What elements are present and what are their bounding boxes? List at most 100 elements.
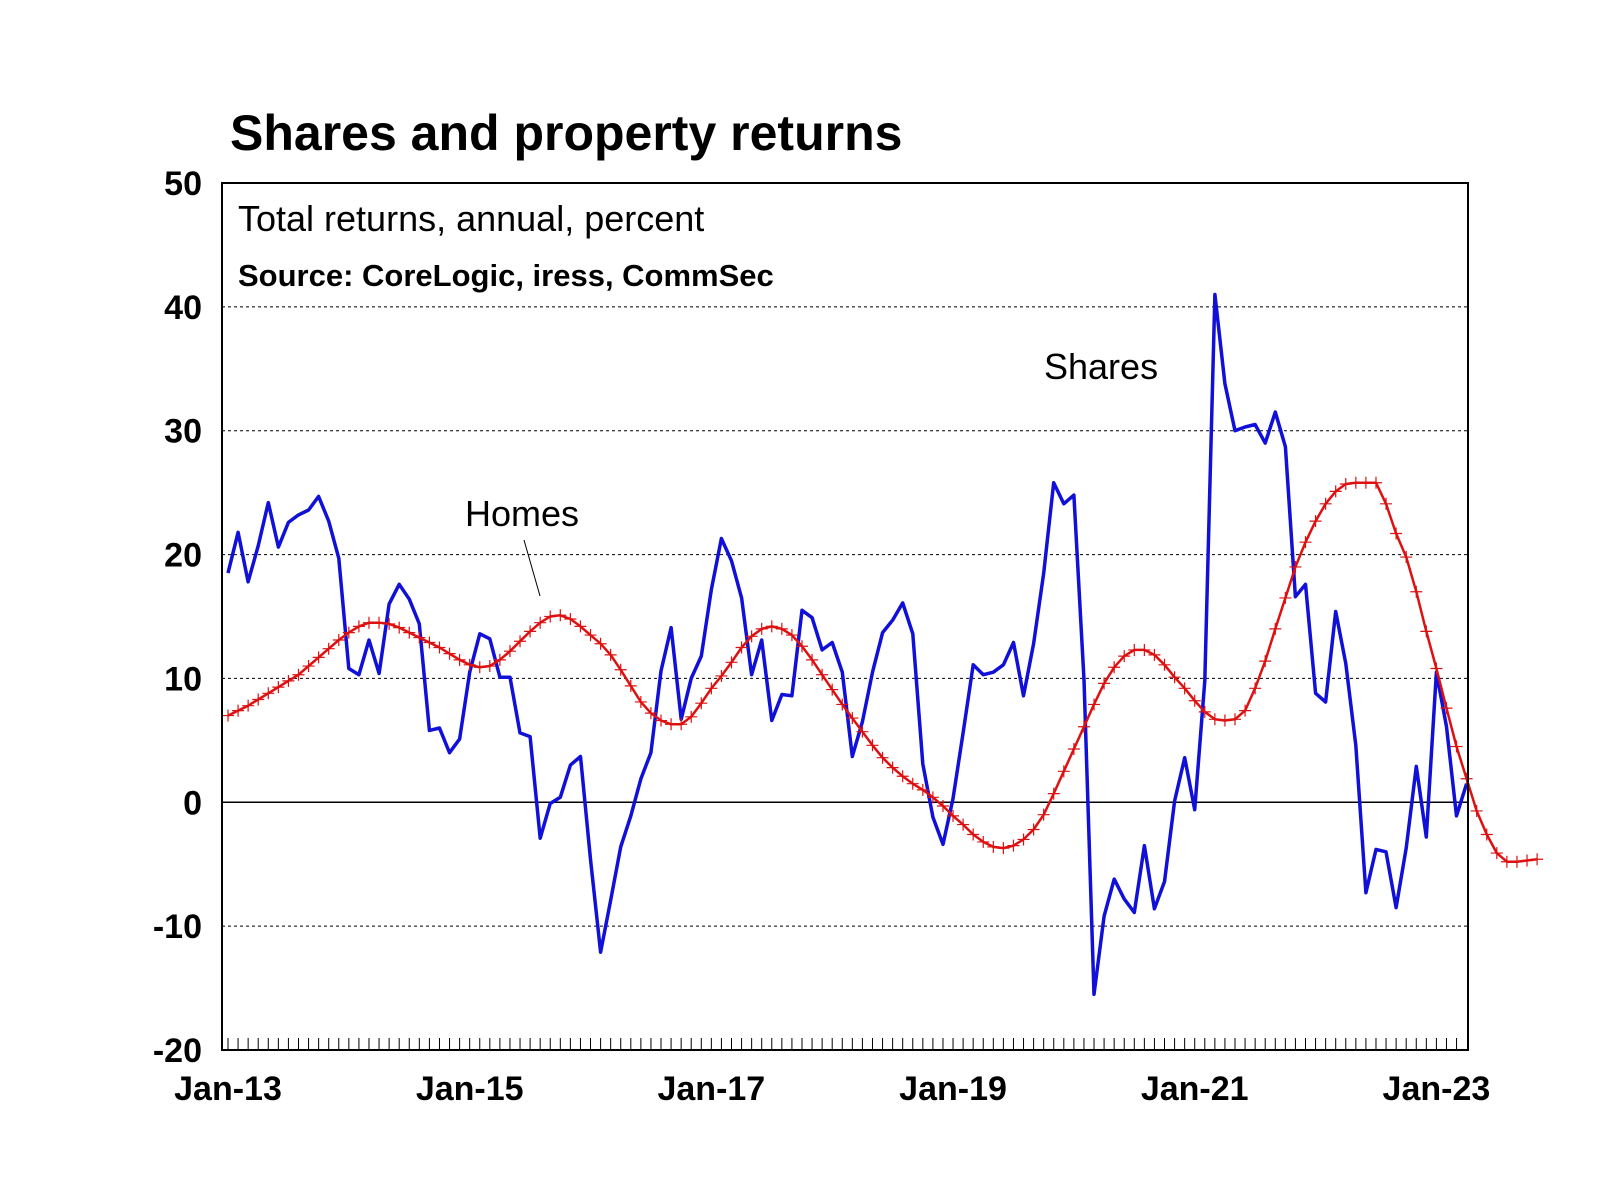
homes-marker [987,840,1000,853]
homes-marker [1430,662,1443,675]
homes-marker [1440,702,1453,715]
homes-marker [775,622,788,635]
homes-marker [312,651,325,664]
y-tick-label: 10 [164,660,202,698]
y-tick-label: 50 [164,165,202,203]
x-tick-label: Jan-23 [1383,1070,1491,1108]
homes-marker [1098,677,1111,690]
homes-marker [876,751,889,764]
y-tick-label: 40 [164,289,202,327]
homes-marker [1188,694,1201,707]
homes-marker [665,718,678,731]
homes-marker [443,647,456,660]
homes-marker [1359,476,1372,489]
homes-marker [906,777,919,790]
homes-marker [1390,527,1403,540]
homes-marker [332,634,345,647]
homes-marker [534,616,547,629]
homes-marker [222,709,234,722]
x-tick-label: Jan-21 [1141,1070,1249,1108]
homes-marker [1057,765,1070,778]
homes-marker [292,668,305,681]
homes-marker [1148,648,1161,661]
homes-marker [947,809,960,822]
homes-marker [403,626,416,639]
homes-marker [916,783,929,796]
homes-marker [1259,655,1272,668]
homes-marker [866,739,879,752]
homes-marker [594,637,607,650]
homes-marker [1229,713,1241,726]
homes-marker [282,674,295,687]
homes-marker [1088,698,1101,711]
homes-marker [836,698,849,711]
homes-marker [574,620,587,633]
homes-marker [352,620,365,633]
homes-marker [503,645,516,658]
homes-marker [695,697,708,710]
homes-marker [936,800,949,813]
y-tick-label: 30 [164,413,202,451]
homes-marker [1279,591,1292,604]
homes-marker [1208,713,1221,726]
homes-marker [342,626,355,639]
x-tick-label: Jan-19 [899,1070,1007,1108]
series-markers [222,476,1544,868]
homes-marker [1309,515,1322,528]
homes-marker [1339,477,1352,490]
homes-marker [232,704,245,717]
homes-marker [816,668,829,681]
series-lines [226,292,1538,997]
homes-marker [493,653,506,666]
homes-marker [262,687,275,700]
homes-marker [1198,705,1211,718]
homes-marker [272,681,285,694]
homes-marker [886,761,899,774]
homes-marker [1289,560,1302,573]
homes-marker [655,714,668,727]
chart-title: Shares and property returns [230,105,903,161]
homes-marker [795,640,808,653]
plot-border [221,182,1469,1051]
chart-subtitle: Total returns, annual, percent [238,198,705,239]
homes-marker [1420,625,1433,638]
homes-marker [1138,643,1151,656]
homes-marker [705,682,718,695]
homes-marker [252,693,265,706]
homes-marker [393,621,406,634]
homes-marker [715,669,728,682]
homes-annotation: Homes [465,493,580,534]
homes-marker [302,660,315,673]
plot-frame [221,182,1469,1051]
homes-marker [1490,847,1503,860]
homes-marker [1410,585,1423,598]
homes-marker [1178,682,1191,695]
homes-marker [242,699,255,712]
x-minor-ticks [227,1038,1458,1050]
homes-marker [1299,536,1312,549]
homes-marker [1118,650,1131,663]
homes-marker [322,642,335,655]
y-tick-label: 0 [183,784,202,822]
y-tick-label: 20 [164,537,202,575]
homes-marker [1319,497,1332,510]
axis-labels: -20 -10 0 10 20 30 40 50 Jan-13 Jan-15 Jan-17 Jan-1… [153,165,1490,1108]
homes-marker [1077,720,1090,733]
homes-marker [1380,497,1393,510]
homes-marker [1218,714,1231,727]
homes-marker [463,658,476,671]
homes-leader-line [523,539,541,597]
homes-marker [1400,551,1413,564]
homes-marker [1349,476,1362,489]
homes-marker [685,710,698,723]
homes-marker [413,631,426,644]
homes-marker [735,641,748,654]
homes-marker [785,629,798,642]
x-tick-label: Jan-17 [657,1070,765,1108]
homes-marker [1017,833,1030,846]
homes-marker [1450,740,1463,753]
homes-marker [644,707,657,720]
homes-marker [1521,854,1534,867]
homes-marker [1329,485,1342,498]
